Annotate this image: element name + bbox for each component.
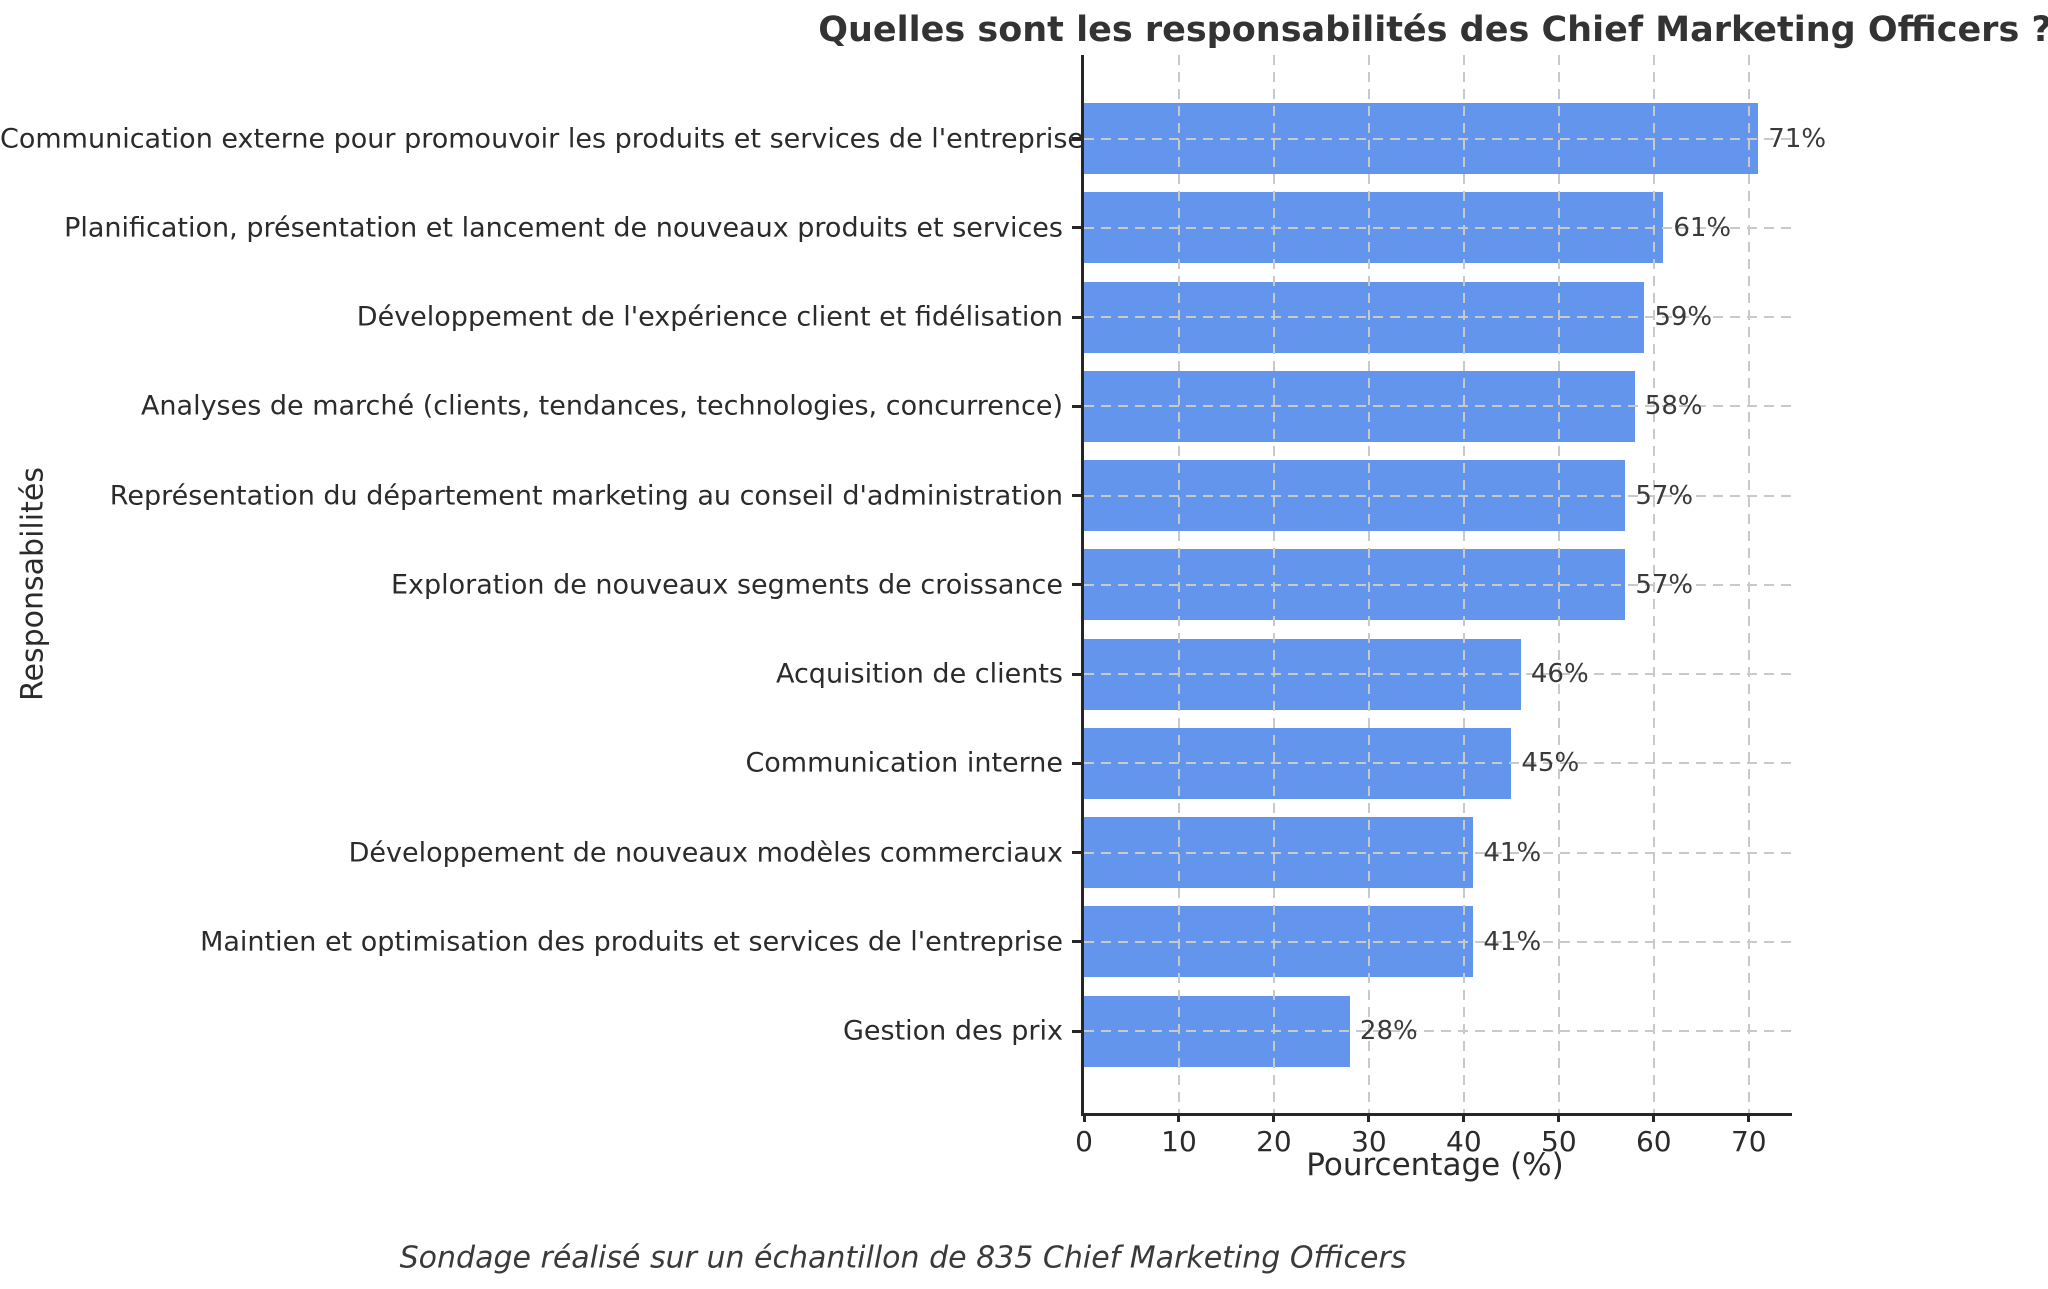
bar-value-label: 61% xyxy=(1673,212,1732,243)
y-tick xyxy=(1072,761,1081,765)
x-tick xyxy=(1082,1113,1086,1122)
category-label: Exploration de nouveaux segments de croi… xyxy=(390,569,1063,601)
x-tick xyxy=(1462,1113,1466,1122)
y-tick xyxy=(1072,1029,1081,1033)
x-axis-label: Pourcentage (%) xyxy=(1306,1147,1564,1183)
category-label: Développement de nouveaux modèles commer… xyxy=(348,837,1063,868)
x-tick-label: 60 xyxy=(1635,1125,1672,1158)
bar-value-label: 41% xyxy=(1483,926,1542,957)
x-tick xyxy=(1747,1113,1751,1122)
x-tick-label: 70 xyxy=(1730,1125,1767,1158)
bar-value-label: 58% xyxy=(1644,391,1703,422)
x-tick xyxy=(1557,1113,1561,1122)
category-label: Gestion des prix xyxy=(842,1015,1063,1047)
y-tick xyxy=(1072,404,1081,408)
category-label: Planification, présentation et lancement… xyxy=(64,212,1063,244)
x-tick-label: 40 xyxy=(1446,1125,1482,1158)
y-gridline xyxy=(1084,851,1792,854)
x-tick-label: 10 xyxy=(1161,1125,1197,1158)
y-tick xyxy=(1072,315,1081,319)
category-label: Maintien et optimisation des produits et… xyxy=(200,926,1063,958)
bar-value-label: 57% xyxy=(1635,480,1694,511)
x-tick xyxy=(1177,1113,1181,1122)
y-gridline xyxy=(1084,316,1792,318)
y-gridline xyxy=(1084,226,1792,229)
y-tick xyxy=(1072,940,1081,944)
x-tick xyxy=(1367,1113,1371,1122)
source-note: Sondage réalisé sur un échantillon de 83… xyxy=(399,1240,1407,1276)
category-label: Acquisition de clients xyxy=(775,658,1063,690)
y-tick xyxy=(1072,851,1081,854)
bar-value-label: 41% xyxy=(1483,837,1542,868)
bar-value-label: 28% xyxy=(1359,1016,1418,1046)
y-gridline xyxy=(1084,762,1792,765)
x-tick-label: 20 xyxy=(1256,1125,1292,1158)
chart-title: Quelles sont les responsabilités des Chi… xyxy=(818,10,2048,50)
bar-value-label: 45% xyxy=(1521,748,1580,779)
x-tick xyxy=(1272,1113,1276,1122)
y-gridline xyxy=(1084,583,1792,586)
y-gridline xyxy=(1084,940,1792,943)
bar-value-label: 59% xyxy=(1654,302,1713,332)
x-tick-label: 50 xyxy=(1541,1125,1577,1158)
y-tick xyxy=(1072,583,1081,587)
category-label: Communication interne xyxy=(745,747,1063,779)
y-gridline xyxy=(1084,1030,1792,1032)
bar-value-label: 71% xyxy=(1768,123,1827,154)
plot-area: 0 10 20 30 40 50 60 70 71% 61% 59% 58% 57% 57% 46% 45% 4… xyxy=(1072,55,1826,1158)
y-gridline xyxy=(1084,494,1792,497)
x-tick-label: 0 xyxy=(1075,1125,1093,1158)
y-tick xyxy=(1072,494,1081,497)
category-label: Représentation du département marketing … xyxy=(109,480,1063,511)
y-gridline xyxy=(1084,137,1792,140)
bar-value-label: 46% xyxy=(1530,659,1589,689)
y-tick xyxy=(1072,137,1081,140)
y-gridline xyxy=(1084,673,1792,675)
bar-value-label: 57% xyxy=(1635,569,1694,600)
category-label: Analyses de marché (clients, tendances, … xyxy=(140,390,1063,422)
y-tick xyxy=(1072,226,1081,230)
y-tick xyxy=(1072,672,1081,676)
category-label: Communication externe pour promouvoir le… xyxy=(0,123,1085,154)
y-gridline xyxy=(1084,405,1792,408)
x-tick-label: 30 xyxy=(1351,1125,1387,1158)
x-tick xyxy=(1652,1113,1656,1122)
category-label: Développement de l'expérience client et … xyxy=(356,301,1063,333)
